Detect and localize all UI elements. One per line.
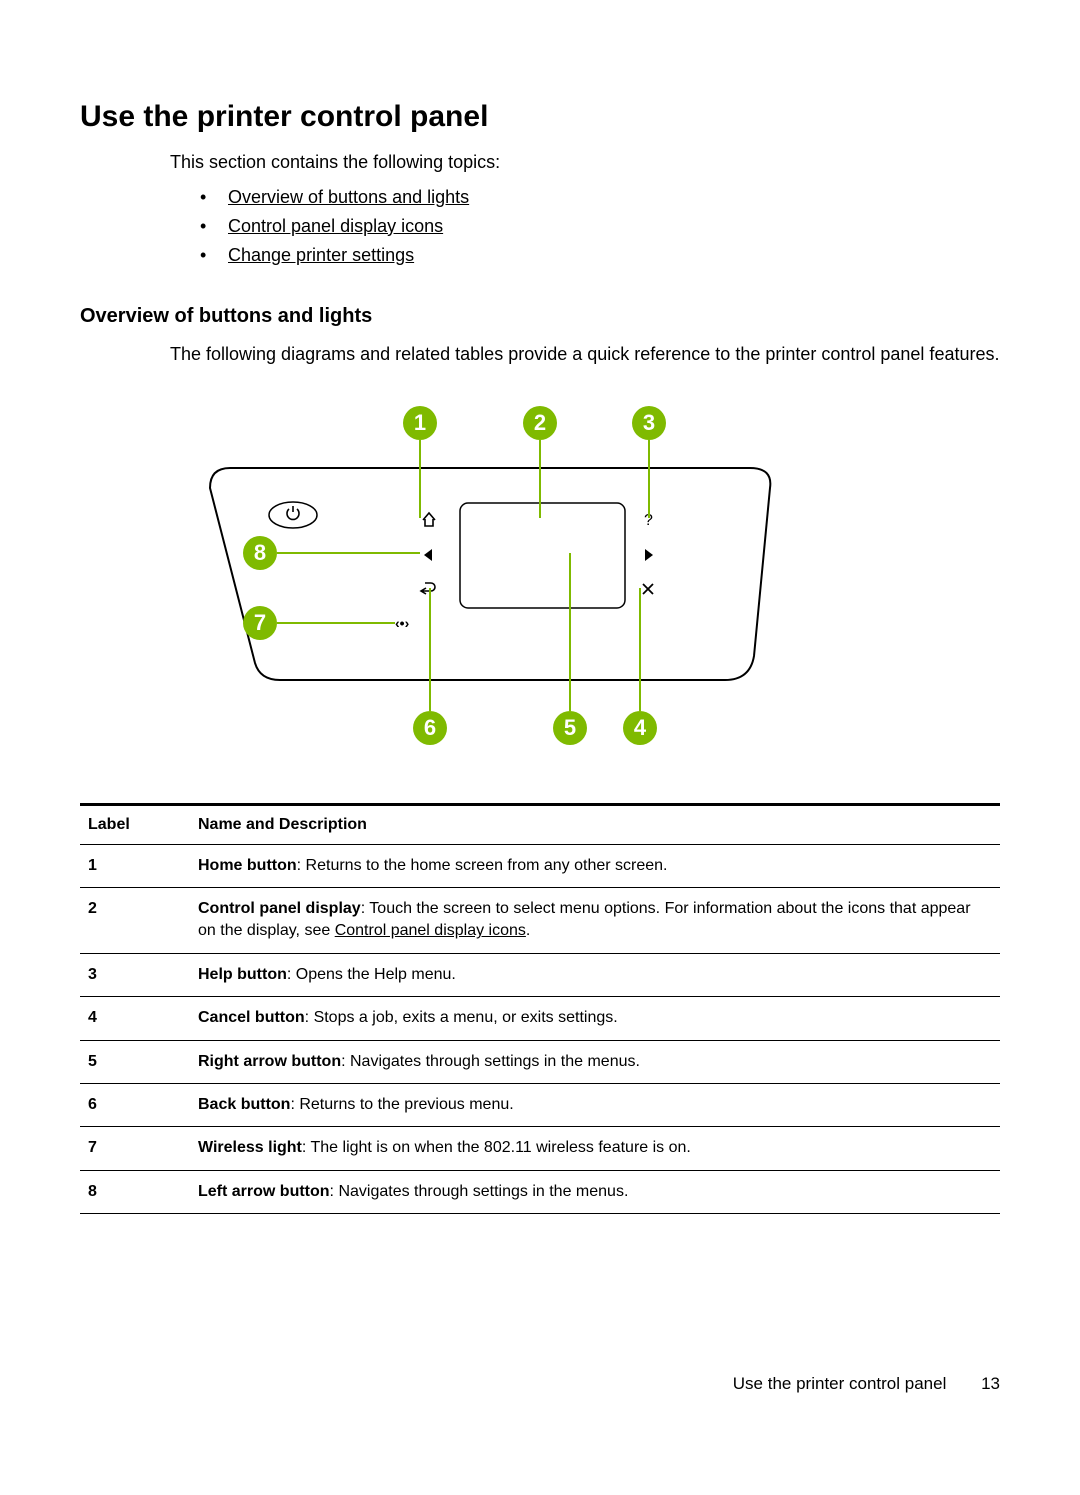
svg-text:1: 1 — [414, 410, 426, 435]
row-label: 2 — [80, 887, 190, 953]
table-row: 8Left arrow button: Navigates through se… — [80, 1170, 1000, 1213]
row-desc: Wireless light: The light is on when the… — [190, 1127, 1000, 1170]
intro-text: This section contains the following topi… — [170, 152, 1000, 173]
page-number: 13 — [981, 1374, 1000, 1394]
page-title: Use the printer control panel — [80, 100, 1000, 134]
topic-list: Overview of buttons and lights Control p… — [200, 183, 1000, 269]
page-footer: Use the printer control panel 13 — [80, 1374, 1000, 1394]
row-label: 7 — [80, 1127, 190, 1170]
row-desc: Home button: Returns to the home screen … — [190, 844, 1000, 887]
table-row: 5Right arrow button: Navigates through s… — [80, 1040, 1000, 1083]
col-header-label: Label — [80, 804, 190, 844]
row-label: 1 — [80, 844, 190, 887]
row-label: 3 — [80, 953, 190, 996]
row-desc: Cancel button: Stops a job, exits a menu… — [190, 997, 1000, 1040]
topic-link-overview[interactable]: Overview of buttons and lights — [228, 187, 469, 207]
table-row: 6Back button: Returns to the previous me… — [80, 1083, 1000, 1126]
row-desc: Control panel display: Touch the screen … — [190, 887, 1000, 953]
row-label: 8 — [80, 1170, 190, 1213]
row-desc: Left arrow button: Navigates through set… — [190, 1170, 1000, 1213]
section-text: The following diagrams and related table… — [170, 342, 1000, 367]
svg-text:2: 2 — [534, 410, 546, 435]
topic-link-icons[interactable]: Control panel display icons — [228, 216, 443, 236]
reference-table: Label Name and Description 1Home button:… — [80, 803, 1000, 1215]
footer-text: Use the printer control panel — [733, 1374, 947, 1393]
row-label: 6 — [80, 1083, 190, 1126]
svg-text:7: 7 — [254, 610, 266, 635]
svg-text:3: 3 — [643, 410, 655, 435]
table-row: 1Home button: Returns to the home screen… — [80, 844, 1000, 887]
table-row: 7Wireless light: The light is on when th… — [80, 1127, 1000, 1170]
col-header-desc: Name and Description — [190, 804, 1000, 844]
table-row: 3Help button: Opens the Help menu. — [80, 953, 1000, 996]
row-label: 4 — [80, 997, 190, 1040]
svg-text:‹•›: ‹•› — [395, 615, 410, 631]
table-row: 4Cancel button: Stops a job, exits a men… — [80, 997, 1000, 1040]
section-heading: Overview of buttons and lights — [80, 305, 1000, 328]
svg-text:6: 6 — [424, 715, 436, 740]
row-desc: Right arrow button: Navigates through se… — [190, 1040, 1000, 1083]
svg-text:4: 4 — [634, 715, 647, 740]
row-label: 5 — [80, 1040, 190, 1083]
row-desc: Help button: Opens the Help menu. — [190, 953, 1000, 996]
svg-text:5: 5 — [564, 715, 576, 740]
svg-text:8: 8 — [254, 540, 266, 565]
row-desc: Back button: Returns to the previous men… — [190, 1083, 1000, 1126]
control-panel-diagram: ‹•›?12365487 — [170, 398, 1000, 763]
inline-link[interactable]: Control panel display icons — [335, 922, 526, 939]
table-row: 2Control panel display: Touch the screen… — [80, 887, 1000, 953]
topic-link-settings[interactable]: Change printer settings — [228, 245, 414, 265]
